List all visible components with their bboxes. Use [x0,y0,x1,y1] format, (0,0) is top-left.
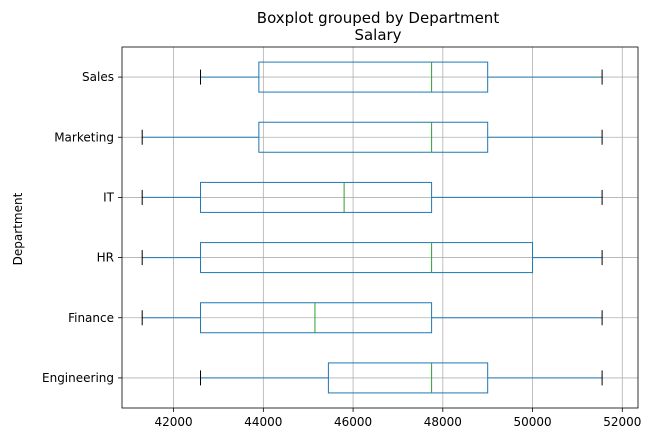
box-group [141,242,603,274]
box-group [141,181,603,213]
x-tick-label: 50000 [513,415,551,429]
grid-layer [122,47,638,408]
box-iqr [200,181,433,213]
box-iqr [258,61,489,93]
plot-frame [121,46,639,409]
x-tick-label: 48000 [424,415,462,429]
chart-title: Boxplot grouped by Department [257,9,500,27]
y-axis-label: Department [11,192,25,265]
box-iqr [200,302,433,334]
axes-layer [121,46,639,409]
ticks-layer: 42000 44000 46000 48000 50000 52000 Engineerin… [42,70,641,429]
chart-subtitle: Salary [354,26,401,44]
x-tick-label: 42000 [155,415,193,429]
y-tick-label: Finance [68,311,114,325]
y-tick-label: Sales [82,70,114,84]
x-tick-label: 46000 [334,415,372,429]
box-iqr [200,242,534,274]
y-tick-label: Marketing [54,130,114,144]
x-tick-label: 52000 [603,415,641,429]
box-group [141,121,603,153]
box-group [141,302,603,334]
box-group [200,362,603,394]
y-tick-label: HR [97,251,114,265]
box-group [200,61,603,93]
y-tick-label: IT [103,190,115,204]
box-iqr [258,121,489,153]
boxes-layer [141,61,603,394]
box-iqr [327,362,489,394]
x-tick-label: 44000 [244,415,282,429]
y-tick-label: Engineering [42,371,114,385]
